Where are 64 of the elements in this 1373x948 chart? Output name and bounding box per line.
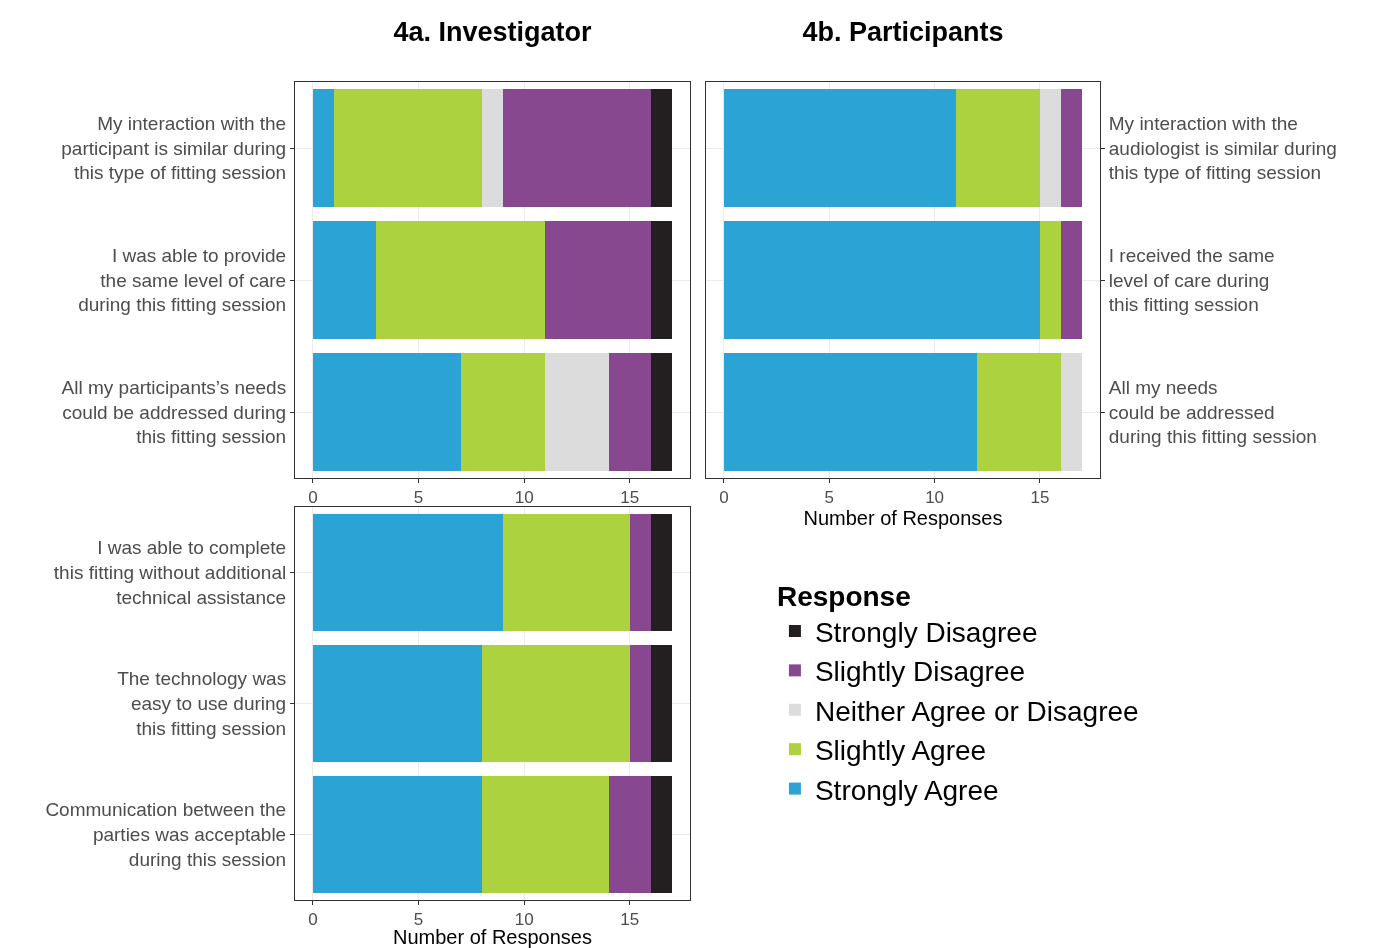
x-tick-label: 5: [824, 488, 834, 508]
y-tick-label: All my participants’s needs could be addressed during this fitting session: [61, 376, 287, 448]
bar: [545, 220, 651, 340]
bar: [629, 644, 651, 763]
legend-label: Slightly Agree: [814, 735, 987, 767]
y-tick-label: The technology was easy to use during this fitting session: [117, 668, 287, 739]
bar: [481, 88, 504, 208]
bar: [376, 220, 546, 340]
bar: [503, 88, 651, 208]
bar: [608, 775, 651, 894]
x-tick-label: 10: [925, 488, 945, 508]
y-tick-label: Communication between the parties was acceptable during this session: [45, 799, 287, 870]
bar: [503, 513, 630, 632]
y-tick-label: I received the same level of care during this fitting session: [1108, 244, 1275, 316]
x-tick-label: 15: [1030, 488, 1050, 508]
bar: [955, 88, 1040, 208]
bar: [545, 352, 609, 472]
bar: [723, 352, 977, 472]
bar: [650, 352, 673, 472]
y-tick-label: My interaction with the audiologist is similar during this type of fitting session: [1108, 112, 1337, 184]
bar: [312, 775, 482, 894]
bar: [312, 644, 482, 763]
bar: [312, 88, 335, 208]
bar: [650, 775, 673, 894]
legend-title: Response: [776, 581, 911, 613]
bar: [481, 775, 609, 894]
chart-title: 4b. Participants: [802, 17, 1004, 48]
y-tick-label: I was able to provide the same level of care during this fitting session: [78, 244, 287, 316]
bar: [1061, 220, 1083, 340]
x-tick-label: 15: [620, 488, 640, 508]
x-tick-label: 0: [719, 488, 729, 508]
x-tick-label: 5: [413, 488, 424, 508]
y-tick-label: All my needs could be addressed during this fitting session: [1108, 376, 1317, 448]
bar: [650, 88, 673, 208]
bar: [723, 220, 1040, 340]
legend-label: Neither Agree or Disagree: [814, 695, 1139, 727]
bar: [1061, 352, 1083, 472]
bar: [629, 513, 651, 632]
x-tick-label: 10: [514, 488, 534, 508]
bar: [650, 220, 673, 340]
bar: [1061, 88, 1083, 208]
y-tick-label: My interaction with the participant is similar during this type of fitting session: [61, 112, 287, 184]
bar: [976, 352, 1062, 472]
chart-title: 4a. Investigator: [393, 17, 593, 48]
legend-label: Strongly Disagree: [814, 616, 1038, 648]
bar: [723, 88, 956, 208]
bar: [334, 88, 482, 208]
bar: [650, 644, 673, 763]
legend-label: Slightly Disagree: [814, 656, 1026, 688]
bar: [312, 220, 377, 340]
x-tick-label: 0: [308, 910, 318, 930]
bar: [312, 352, 461, 472]
bar: [481, 644, 630, 763]
bar: [650, 513, 673, 632]
x-tick-label: 15: [620, 910, 640, 930]
x-tick-label: 0: [308, 488, 318, 508]
bar: [608, 352, 651, 472]
x-axis-title: Number of Responses: [803, 507, 1003, 530]
bar: [1039, 88, 1062, 208]
bar: [312, 513, 504, 632]
y-tick-label: I was able to complete this fitting without additional technical assistance: [53, 537, 287, 608]
legend-label: Strongly Agree: [814, 774, 999, 806]
bar: [1039, 220, 1062, 340]
bar: [460, 352, 546, 472]
